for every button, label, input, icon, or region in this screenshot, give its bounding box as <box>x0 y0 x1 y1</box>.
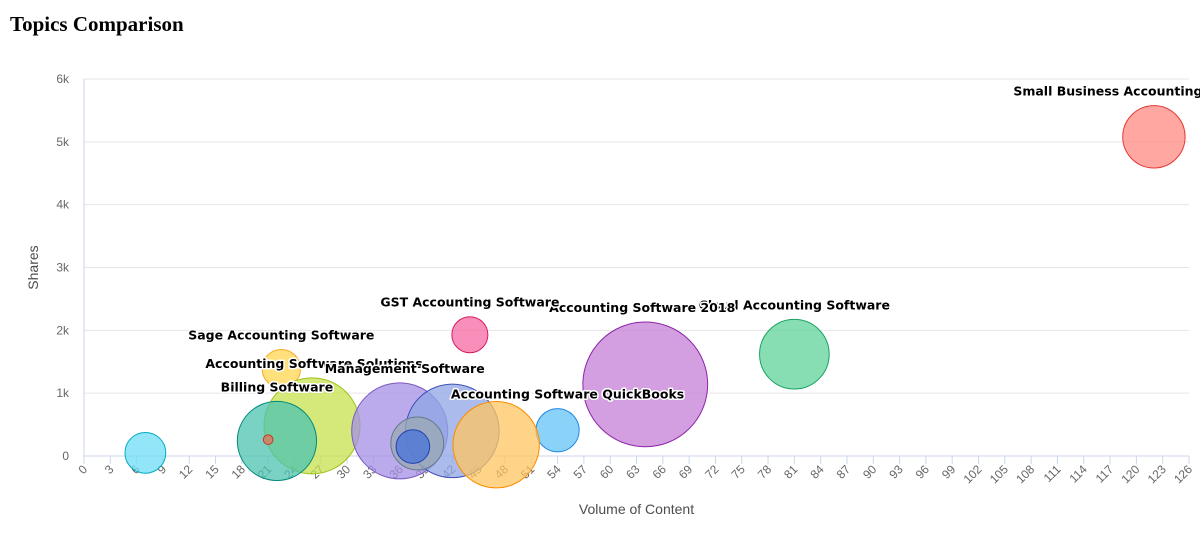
bubble-point[interactable] <box>262 434 274 445</box>
y-tick-label: 4k <box>56 198 70 212</box>
bubble-label: Cloud Accounting Software <box>699 297 890 312</box>
bubble-point[interactable] <box>535 408 580 453</box>
x-tick-label: 120 <box>1118 462 1142 486</box>
x-tick-label: 96 <box>913 462 933 482</box>
x-tick-label: 87 <box>834 462 854 482</box>
x-tick-label: 117 <box>1093 462 1117 486</box>
y-tick-label: 1k <box>56 386 70 400</box>
x-tick-label: 90 <box>860 462 880 482</box>
bubble-label: Small Business Accounting Software <box>1013 84 1200 99</box>
x-tick-label: 0 <box>75 462 90 477</box>
x-tick-label: 108 <box>1013 462 1037 486</box>
bubble-point[interactable] <box>451 316 489 354</box>
x-tick-label: 63 <box>623 462 643 482</box>
x-tick-label: 69 <box>676 462 696 482</box>
x-tick-label: 78 <box>755 462 775 482</box>
bubble-point[interactable] <box>395 429 431 464</box>
y-tick-label: 5k <box>56 135 70 149</box>
x-tick-label: 75 <box>729 462 749 482</box>
bubble-point[interactable] <box>261 348 302 389</box>
bubble-label: GST Accounting Software <box>380 295 559 310</box>
x-tick-label: 3 <box>102 462 117 477</box>
x-tick-label: 102 <box>961 462 985 486</box>
bubble-point[interactable] <box>1122 105 1186 169</box>
y-tick-label: 0 <box>62 449 69 463</box>
x-tick-label: 81 <box>781 462 801 482</box>
x-tick-label: 54 <box>544 462 564 482</box>
bubble-label: Sage Accounting Software <box>188 327 374 342</box>
x-tick-label: 60 <box>597 462 617 482</box>
x-tick-label: 126 <box>1171 462 1195 486</box>
x-tick-label: 57 <box>571 462 591 482</box>
bubble-label: Billing Software <box>221 379 334 394</box>
bubble-labels: Small Business Accounting Software Cloud … <box>187 82 1200 403</box>
bubble-label: Accounting Software Solutions <box>205 356 422 371</box>
y-axis-title: Shares <box>25 245 41 289</box>
page-title: Topics Comparison <box>10 12 184 36</box>
x-tick-label: 111 <box>1041 462 1064 485</box>
x-tick-label: 72 <box>702 462 722 482</box>
x-tick-label: 15 <box>202 462 222 482</box>
x-tick-label: 12 <box>176 462 196 482</box>
bubble-label: Accounting Software QuickBooks <box>451 387 684 402</box>
x-tick-label: 99 <box>939 462 959 482</box>
bubble-point[interactable] <box>582 321 709 448</box>
x-tick-label: 123 <box>1145 462 1169 486</box>
bubble-label: Management Software <box>325 361 485 376</box>
bubble-point[interactable] <box>452 400 540 489</box>
y-tick-label: 3k <box>56 261 70 275</box>
bubbles <box>124 105 1186 489</box>
y-tick-label: 6k <box>56 72 70 86</box>
x-tick-label: 105 <box>987 462 1011 486</box>
bubble-label: Accounting Software 2018 <box>549 300 735 315</box>
bubble-point[interactable] <box>124 431 167 474</box>
x-tick-label: 93 <box>886 462 906 482</box>
bubble-point[interactable] <box>759 318 830 390</box>
x-tick-label: 66 <box>650 462 670 482</box>
y-tick-label: 2k <box>56 323 70 337</box>
bubble-point[interactable] <box>236 400 318 482</box>
x-tick-label: 114 <box>1066 462 1090 486</box>
x-axis-title: Volume of Content <box>579 501 694 517</box>
x-tick-label: 84 <box>807 462 827 482</box>
